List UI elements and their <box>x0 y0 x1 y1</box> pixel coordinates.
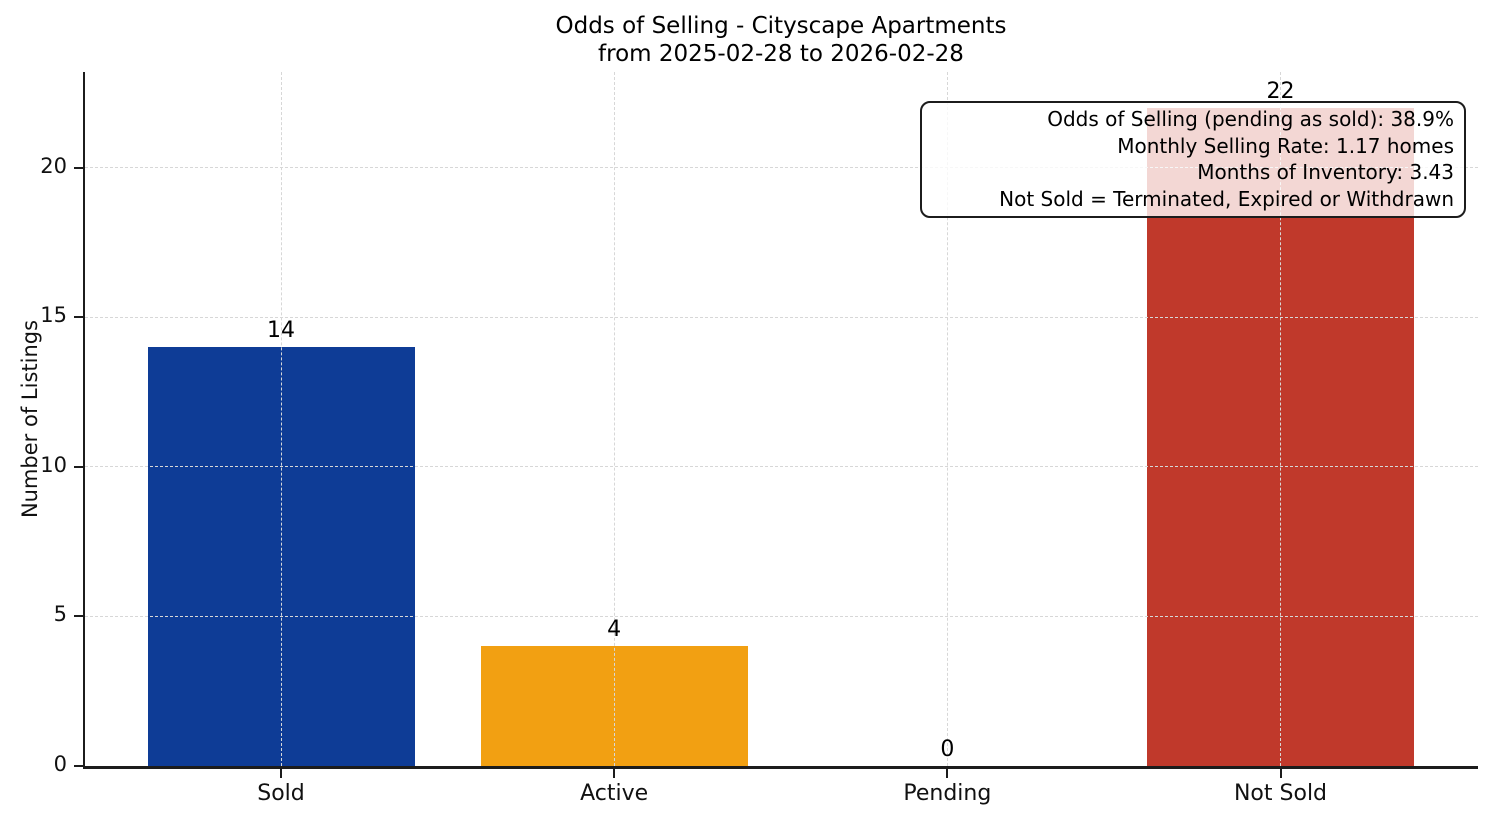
chart-subtitle: from 2025-02-28 to 2026-02-28 <box>598 41 964 67</box>
x-tick-mark <box>946 768 949 778</box>
y-tick-mark <box>74 166 83 169</box>
annotation-line-monthly-selling-rate: Monthly Selling Rate: 1.17 homes <box>1117 133 1454 158</box>
stats-annotation-box: Odds of Selling (pending as sold): 38.9%… <box>920 101 1466 218</box>
y-tick-mark <box>74 465 83 468</box>
bar-value-label: 14 <box>267 318 295 344</box>
x-tick-label: Sold <box>257 781 305 806</box>
y-tick-label: 20 <box>40 153 67 178</box>
x-tick-mark <box>1279 768 1282 778</box>
gridline-vertical <box>946 72 948 766</box>
bar-value-label: 0 <box>940 737 955 762</box>
gridline-vertical <box>613 72 615 766</box>
y-tick-label: 15 <box>40 303 67 328</box>
chart-title: Odds of Selling - Cityscape Apartments <box>555 13 1007 39</box>
annotation-line-not-sold-definition: Not Sold = Terminated, Expired or Withdr… <box>999 186 1454 211</box>
y-tick-mark <box>74 765 83 767</box>
gridline-vertical <box>280 72 282 766</box>
annotation-line-odds-of-selling: Odds of Selling (pending as sold): 38.9% <box>1047 107 1454 131</box>
x-tick-label: Not Sold <box>1233 781 1328 806</box>
axis-spine-left <box>82 72 85 769</box>
gridline-horizontal <box>85 167 1478 169</box>
gridline-horizontal <box>85 466 1478 468</box>
gridline-horizontal <box>85 316 1478 318</box>
x-tick-mark <box>280 768 282 778</box>
gridline-vertical <box>1280 72 1281 766</box>
y-axis-label: Number of Listings <box>18 319 42 519</box>
y-tick-label: 0 <box>53 752 67 776</box>
x-tick-mark <box>613 768 616 778</box>
x-tick-label: Active <box>580 781 649 806</box>
x-tick-label: Pending <box>903 781 992 806</box>
gridline-horizontal <box>85 615 1478 617</box>
y-tick-label: 10 <box>40 452 67 477</box>
y-tick-mark <box>74 316 83 319</box>
annotation-line-months-of-inventory: Months of Inventory: 3.43 <box>1197 160 1454 184</box>
bar-value-label: 22 <box>1266 78 1295 104</box>
y-tick-label: 5 <box>53 602 67 627</box>
chart-title-block: Odds of Selling - Cityscape Apartments f… <box>556 12 1007 68</box>
y-tick-mark <box>74 615 83 618</box>
axis-spine-bottom <box>82 766 1478 769</box>
bar-value-label: 4 <box>607 617 622 643</box>
